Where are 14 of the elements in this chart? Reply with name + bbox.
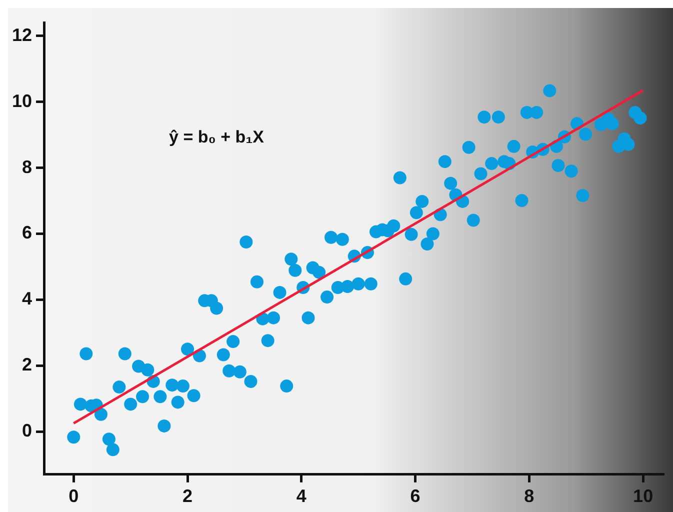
x-tick-label: 10	[633, 486, 654, 506]
y-tick-label: 0	[22, 420, 32, 441]
y-tick-label: 8	[22, 156, 32, 177]
x-tick-label: 0	[68, 486, 79, 506]
x-tick-label: 8	[524, 486, 534, 506]
x-tick-label: 6	[410, 486, 420, 506]
x-tick-label: 2	[182, 486, 193, 506]
y-tick-label: 4	[22, 288, 32, 309]
y-tick-label: 10	[12, 90, 32, 111]
y-tick-label: 12	[12, 24, 32, 45]
y-tick-label: 6	[22, 222, 32, 243]
annotation: ŷ = b₀ + b₁X	[169, 127, 265, 146]
y-tick-label: 2	[22, 354, 32, 375]
x-tick-label: 4	[296, 486, 306, 506]
